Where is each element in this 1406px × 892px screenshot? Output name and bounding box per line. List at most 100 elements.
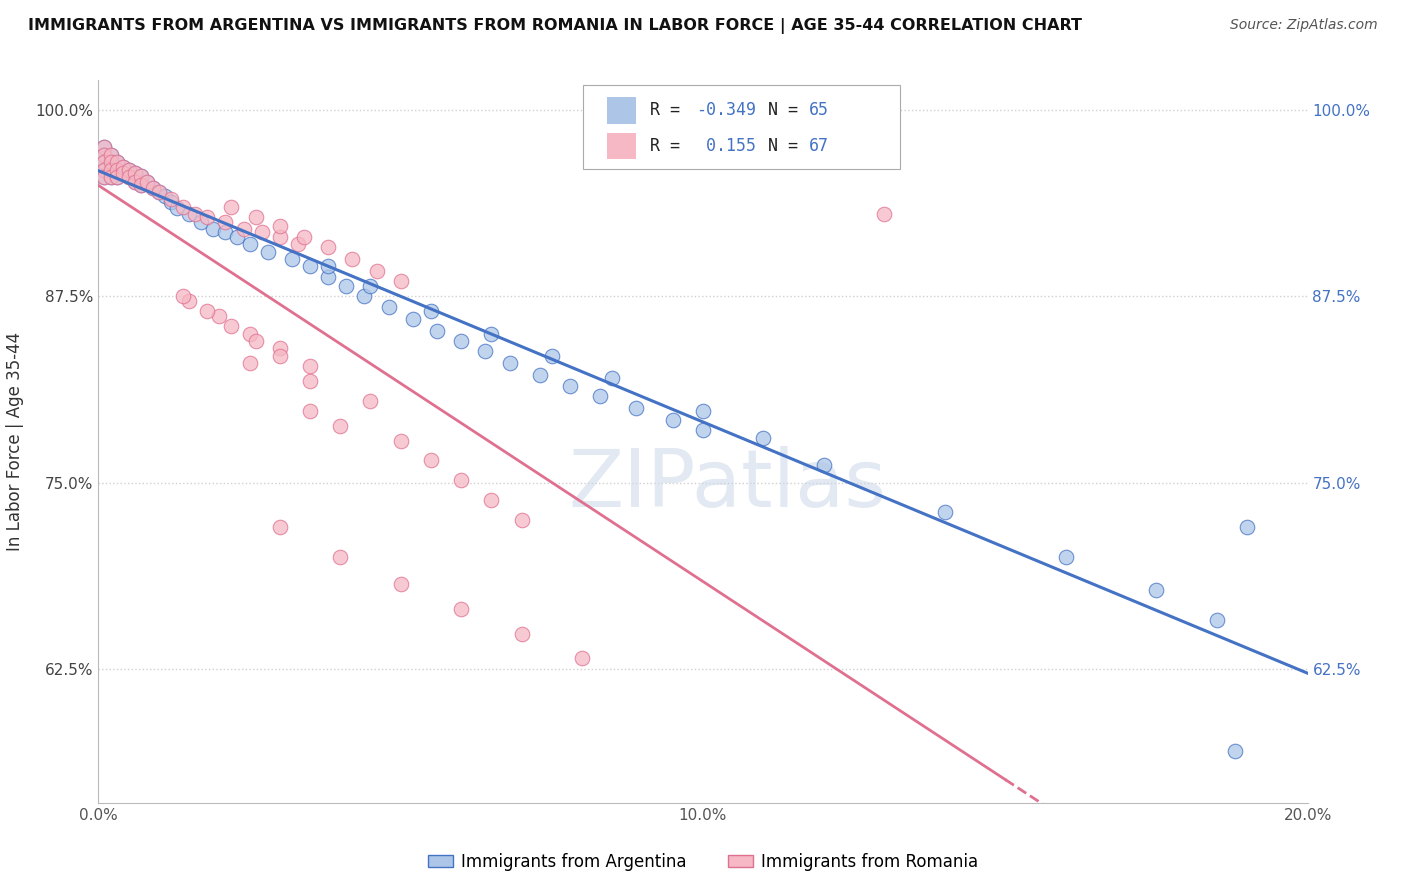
Point <box>135 175 157 189</box>
Point <box>118 162 141 177</box>
Point <box>190 215 212 229</box>
Point <box>166 202 188 216</box>
Point <box>510 513 533 527</box>
Point <box>292 229 315 244</box>
Point <box>239 326 262 341</box>
Text: 67: 67 <box>808 137 828 155</box>
Point <box>111 160 134 174</box>
Point <box>366 264 388 278</box>
Point <box>129 169 152 183</box>
Point <box>179 293 201 308</box>
Text: ZIPatlas: ZIPatlas <box>568 446 886 524</box>
Point <box>1144 582 1167 597</box>
Point <box>589 389 612 403</box>
Point <box>118 170 141 185</box>
Point <box>299 404 322 418</box>
Point <box>111 160 134 174</box>
Point <box>93 155 115 169</box>
Point <box>105 162 128 177</box>
Point <box>360 393 382 408</box>
Point <box>195 211 218 225</box>
Point <box>1206 613 1229 627</box>
Point <box>245 211 267 225</box>
Point <box>316 260 339 274</box>
Point <box>661 413 683 427</box>
Text: 65: 65 <box>808 102 828 120</box>
Point <box>172 289 194 303</box>
Point <box>105 162 128 177</box>
Point <box>160 195 183 210</box>
Text: R =: R = <box>650 137 689 155</box>
Text: 0.155: 0.155 <box>696 137 756 155</box>
Text: -0.349: -0.349 <box>696 102 756 120</box>
Point <box>420 304 443 318</box>
Point <box>221 200 243 214</box>
Legend: Immigrants from Argentina, Immigrants from Romania: Immigrants from Argentina, Immigrants fr… <box>420 847 986 878</box>
Point <box>299 260 322 274</box>
Point <box>529 368 551 383</box>
Point <box>93 162 115 177</box>
Point <box>269 219 291 234</box>
Point <box>195 304 218 318</box>
Point <box>329 418 352 433</box>
Point <box>481 326 503 341</box>
Point <box>93 140 115 154</box>
Text: N =: N = <box>748 102 808 120</box>
Point <box>208 309 231 323</box>
Point <box>148 185 170 199</box>
Point <box>558 378 581 392</box>
Point <box>450 473 472 487</box>
Point <box>179 207 201 221</box>
Point <box>269 342 291 356</box>
Point <box>105 170 128 185</box>
Point <box>226 229 249 244</box>
Point <box>142 180 165 194</box>
Point <box>202 222 225 236</box>
Point <box>124 166 146 180</box>
Y-axis label: In Labor Force | Age 35-44: In Labor Force | Age 35-44 <box>7 332 24 551</box>
Point <box>93 148 115 162</box>
Point <box>1054 549 1077 564</box>
Point <box>142 180 165 194</box>
Point <box>118 170 141 185</box>
Point <box>342 252 364 266</box>
Point <box>100 155 122 169</box>
Text: R =: R = <box>650 102 689 120</box>
Point <box>450 334 472 348</box>
Point <box>160 193 183 207</box>
Point <box>377 300 399 314</box>
Point <box>214 225 236 239</box>
Point <box>245 334 267 348</box>
Point <box>299 374 322 388</box>
Point <box>752 431 775 445</box>
Point <box>250 225 273 239</box>
Point <box>239 237 262 252</box>
Point <box>389 434 412 448</box>
Point <box>129 169 152 183</box>
Point <box>124 175 146 189</box>
Point <box>602 371 624 385</box>
Point <box>316 269 339 284</box>
Point <box>450 602 472 616</box>
Point <box>124 175 146 189</box>
Point <box>498 356 520 370</box>
Point <box>239 356 262 370</box>
Text: N =: N = <box>748 137 808 155</box>
Point <box>389 274 412 288</box>
Point <box>281 252 304 266</box>
Point <box>105 155 128 169</box>
Point <box>100 148 122 162</box>
Point <box>148 185 170 199</box>
Point <box>934 505 956 519</box>
Point <box>111 166 134 180</box>
Point <box>111 166 134 180</box>
Text: Source: ZipAtlas.com: Source: ZipAtlas.com <box>1230 18 1378 32</box>
Point <box>153 189 176 203</box>
Point <box>299 359 322 374</box>
Point <box>93 140 115 154</box>
Point <box>335 278 357 293</box>
Point <box>100 162 122 177</box>
Point <box>426 324 449 338</box>
Point <box>813 458 835 472</box>
Point <box>287 237 309 252</box>
